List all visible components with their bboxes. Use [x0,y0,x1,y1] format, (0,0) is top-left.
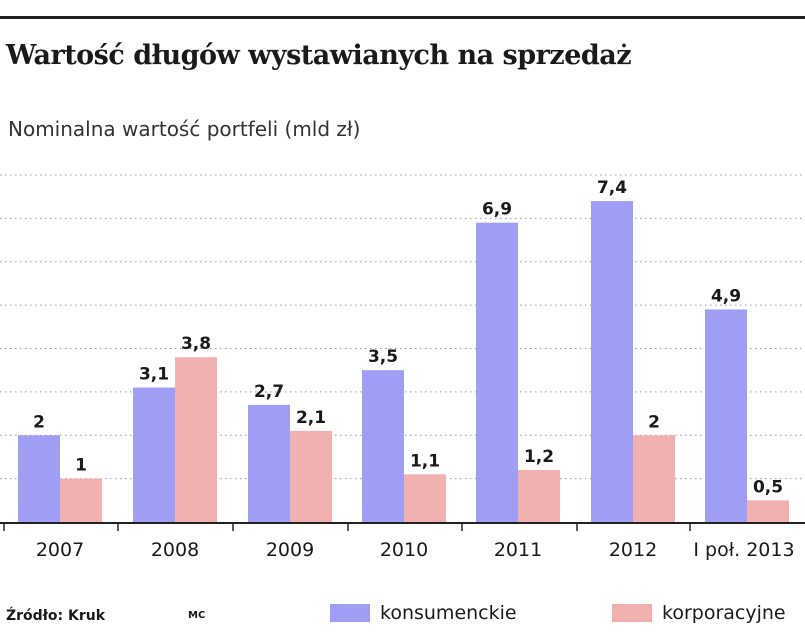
value-label-konsumenckie-2: 2,7 [254,382,284,402]
top-rule [0,16,805,19]
category-label-4: 2011 [494,539,542,561]
value-label-konsumenckie-6: 4,9 [711,286,741,306]
category-label-0: 2007 [36,539,84,561]
value-label-korporacyjne-1: 3,8 [181,334,211,354]
value-labels: 2 1 3,1 3,8 2,7 2,1 3,5 1,1 6,9 1,2 7,4 2 4,9 0,5 [33,178,783,497]
footer: Źródło: Kruk MC konsumenckie korporacyjn… [0,596,805,630]
legend-label-konsumenckie: konsumenckie [380,602,517,624]
value-label-konsumenckie-5: 7,4 [597,178,627,198]
legend-swatch-konsumenckie [330,604,370,622]
source-note: Źródło: Kruk [6,608,106,624]
bar-konsumenckie-0 [18,435,60,522]
category-labels: 2007 2008 2009 2010 2011 2012 I poł. 2013 [36,539,795,561]
bar-korporacyjne-0 [60,478,102,522]
bar-korporacyjne-2 [290,430,332,522]
value-label-korporacyjne-4: 1,2 [524,447,554,467]
value-label-konsumenckie-1: 3,1 [139,365,169,385]
bar-konsumenckie-5 [591,201,633,522]
category-label-3: 2010 [380,539,428,561]
legend-label-korporacyjne: korporacyjne [662,602,786,624]
bar-konsumenckie-4 [476,222,518,522]
category-label-5: 2012 [609,539,657,561]
credit-mark: MC [188,610,206,621]
bar-korporacyjne-1 [175,357,217,522]
bar-korporacyjne-6 [747,500,789,522]
bar-konsumenckie-6 [705,309,747,522]
value-label-korporacyjne-2: 2,1 [296,408,326,428]
value-label-korporacyjne-6: 0,5 [753,477,783,497]
chart-title: Wartość długów wystawianych na sprzedaż [6,40,632,71]
x-axis [0,522,805,531]
legend-item-korporacyjne: korporacyjne [612,600,786,626]
bar-konsumenckie-2 [248,404,290,522]
category-label-2: 2009 [266,539,314,561]
value-label-korporacyjne-0: 1 [75,456,87,476]
value-label-korporacyjne-5: 2 [648,412,660,432]
category-label-1: 2008 [151,539,199,561]
value-label-konsumenckie-0: 2 [33,412,45,432]
category-label-6: I poł. 2013 [693,539,794,561]
bar-korporacyjne-4 [518,469,560,522]
bar-konsumenckie-3 [362,370,404,522]
bar-korporacyjne-3 [404,474,446,522]
legend-swatch-korporacyjne [612,604,652,622]
value-label-korporacyjne-3: 1,1 [410,451,440,471]
value-label-konsumenckie-4: 6,9 [482,200,512,220]
bar-konsumenckie-1 [133,387,175,522]
bars [18,201,789,522]
value-label-konsumenckie-3: 3,5 [368,347,398,367]
legend-item-konsumenckie: konsumenckie [330,600,517,626]
chart-subtitle: Nominalna wartość portfeli (mld zł) [8,117,361,141]
bar-korporacyjne-5 [633,435,675,522]
